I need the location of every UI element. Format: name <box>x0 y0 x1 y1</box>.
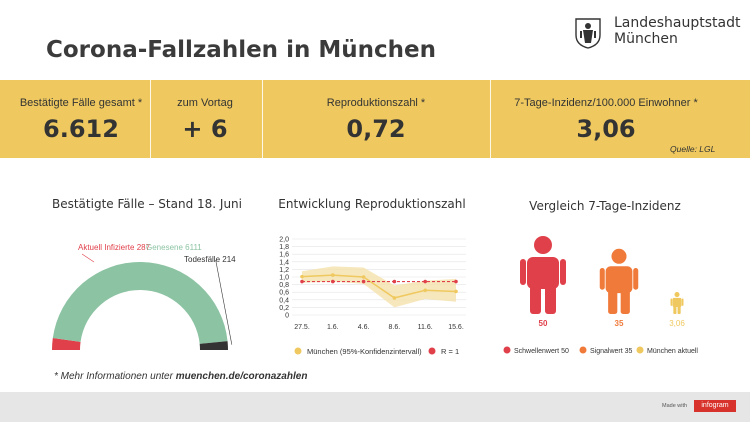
gauge-label-infected: Aktuell Infizierte 287 <box>78 243 151 252</box>
page-title: Corona-Fallzahlen in München <box>46 37 436 63</box>
y-tick-label: 0 <box>285 313 289 320</box>
infogram-badge[interactable]: infogram <box>694 400 736 412</box>
gauge-title: Bestätigte Fälle – Stand 18. Juni <box>51 197 242 211</box>
kpi-label: Reproduktionszahl * <box>326 97 426 109</box>
incidence-legend: Schwellenwert 50 Signalwert 35 München a… <box>503 346 698 355</box>
y-tick-label: 0,4 <box>279 297 289 304</box>
repro-title: Entwicklung Reproduktionszahl <box>278 197 466 211</box>
kpi-divider <box>490 80 491 158</box>
data-point <box>454 289 458 294</box>
logo-line-1: Landeshauptstadt <box>614 15 741 31</box>
data-point <box>423 279 427 284</box>
person-icon-signal <box>599 248 639 314</box>
data-point <box>331 279 335 284</box>
gauge-slice-deaths <box>199 341 228 350</box>
logo-line-2: München <box>614 31 678 47</box>
city-logo[interactable]: Landeshauptstadt München <box>574 15 744 55</box>
incidence-value-threshold: 50 <box>539 319 548 328</box>
incidence-chart: 50 35 3,06 <box>520 236 685 328</box>
legend-label: R = 1 <box>441 347 459 356</box>
x-tick-label: 15.6. <box>448 324 464 331</box>
repro-legend: München (95%-Konfidenzintervall) R = 1 <box>294 347 459 356</box>
kpi-reproduction: Reproduktionszahl * 0,72 <box>262 80 490 158</box>
data-point <box>392 296 397 300</box>
gauge-label-deaths: Todesfälle 214 <box>184 255 236 264</box>
person-icon-munich <box>670 292 684 314</box>
kpi-label: zum Vortag <box>177 97 233 109</box>
series-line-munich <box>301 274 457 299</box>
legend-dot <box>428 347 436 355</box>
kpi-value: 0,72 <box>346 115 406 143</box>
legend-dot <box>294 347 302 355</box>
data-point <box>361 279 366 284</box>
data-point <box>454 279 458 284</box>
repro-chart: 2,01,81,61,41,21,00,80,60,40,20 27.5. 1.6.… <box>279 237 466 331</box>
city-seal-icon <box>575 18 601 49</box>
logo-text: Landeshauptstadt München <box>614 15 741 47</box>
kpi-label: 7-Tage-Inzidenz/100.000 Einwohner * <box>514 97 698 109</box>
footer-note-text: * Mehr Informationen unter <box>54 371 176 382</box>
gauge-slice-infected <box>52 338 81 350</box>
legend-label: Schwellenwert 50 <box>514 348 569 355</box>
person-icon-threshold <box>520 236 566 314</box>
data-point <box>361 275 366 279</box>
kpi-incidence: 7-Tage-Inzidenz/100.000 Einwohner * 3,06 <box>490 80 722 158</box>
kpi-band <box>0 80 750 158</box>
data-point <box>300 274 304 279</box>
kpi-value: 6.612 <box>43 115 119 143</box>
y-tick-label: 1,4 <box>279 259 289 266</box>
legend-dot <box>579 346 587 354</box>
kpi-divider <box>150 80 151 158</box>
incidence-value-signal: 35 <box>615 319 624 328</box>
footer-note: * Mehr Informationen unter muenchen.de/c… <box>54 371 307 382</box>
made-with-label: Made with <box>662 403 688 409</box>
kpi-value: 3,06 <box>576 115 636 143</box>
data-point <box>331 273 335 277</box>
x-tick-label: 11.6. <box>418 324 433 331</box>
kpi-label: Bestätigte Fälle gesamt * <box>19 97 143 109</box>
x-tick-label: 8.6. <box>389 324 401 331</box>
gauge-slice-recovered <box>52 261 228 344</box>
incidence-title: Vergleich 7-Tage-Inzidenz <box>529 199 681 213</box>
x-tick-label: 4.6. <box>358 324 370 331</box>
data-point <box>392 279 397 284</box>
y-tick-label: 1,8 <box>279 244 289 251</box>
incidence-value-munich: 3,06 <box>669 319 685 328</box>
footer-link[interactable]: muenchen.de/coronazahlen <box>175 371 308 382</box>
legend-label: München aktuell <box>647 348 698 355</box>
legend-dot <box>636 346 644 354</box>
kpi-change: zum Vortag + 6 <box>150 80 260 158</box>
gauge-leader-line <box>81 253 95 263</box>
y-tick-label: 1,0 <box>279 275 289 282</box>
gauge-leader-line <box>215 259 233 345</box>
y-tick-label: 0,6 <box>279 290 289 297</box>
gauge-chart: Aktuell Infizierte 287 Genesene 6111 Tod… <box>52 243 236 350</box>
legend-label: Signalwert 35 <box>590 348 633 355</box>
y-tick-label: 0,2 <box>279 305 289 312</box>
data-point <box>300 279 304 284</box>
source-note: Quelle: LGL <box>670 144 716 154</box>
data-point <box>423 288 427 293</box>
y-tick-label: 2,0 <box>279 237 289 244</box>
legend-dot <box>503 346 511 354</box>
legend-label: München (95%-Konfidenzintervall) <box>307 347 422 356</box>
y-tick-label: 1,6 <box>279 252 289 259</box>
gauge-label-recovered: Genesene 6111 <box>146 243 202 252</box>
bottom-bar <box>0 392 750 422</box>
x-tick-label: 1.6. <box>327 324 339 331</box>
kpi-value: + 6 <box>182 115 228 143</box>
kpi-total-cases: Bestätigte Fälle gesamt * 6.612 <box>8 80 154 158</box>
kpi-divider <box>262 80 263 158</box>
y-tick-label: 0,8 <box>279 282 289 289</box>
x-tick-label: 27.5. <box>294 324 310 331</box>
y-tick-label: 1,2 <box>279 267 289 274</box>
